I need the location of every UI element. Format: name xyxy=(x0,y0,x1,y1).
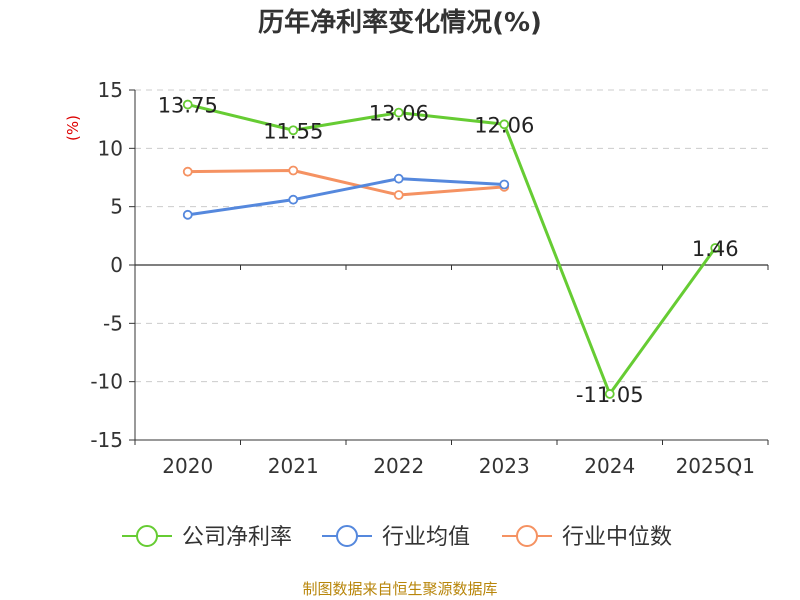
legend-label: 行业中位数 xyxy=(562,525,672,550)
x-tick-label: 2022 xyxy=(373,454,424,478)
data-labels: 13.75 11.55 13.06 12.06 -11.05 1.46 xyxy=(158,94,739,407)
series-line xyxy=(187,177,505,217)
y-tick-label: 0 xyxy=(110,253,123,277)
x-tick-label: 2025Q1 xyxy=(676,454,755,478)
source-note: 制图数据来自恒生聚源数据库 xyxy=(302,580,498,598)
data-point xyxy=(288,194,299,205)
data-point xyxy=(288,125,299,136)
data-label: 13.06 xyxy=(369,102,429,126)
y-tick-label: -5 xyxy=(103,311,123,335)
data-point xyxy=(393,107,404,118)
data-point xyxy=(499,119,510,130)
data-point xyxy=(182,99,193,110)
data-point xyxy=(288,165,299,176)
data-point xyxy=(182,166,193,177)
x-tick-label: 2021 xyxy=(268,454,319,478)
legend-label: 行业均值 xyxy=(382,525,470,550)
legend-marker xyxy=(136,525,158,547)
chart-title: 历年净利率变化情况(%) xyxy=(258,8,542,38)
y-axis-label: (%) xyxy=(64,115,82,141)
y-tick-label: -10 xyxy=(90,370,123,394)
data-point xyxy=(393,190,404,200)
series-lines xyxy=(182,99,721,399)
legend[interactable]: 公司净利率 行业均值 行业中位数 xyxy=(122,525,672,550)
legend-marker xyxy=(336,525,358,547)
legend-item[interactable]: 行业均值 xyxy=(322,525,470,550)
data-label: 12.06 xyxy=(474,113,534,137)
legend-item[interactable]: 行业中位数 xyxy=(502,525,672,550)
legend-item[interactable]: 公司净利率 xyxy=(122,525,292,550)
series-line xyxy=(187,169,505,197)
series-line xyxy=(187,103,717,396)
legend-marker xyxy=(516,525,538,547)
x-tick-label: 2023 xyxy=(479,454,530,478)
x-tick-label: 2020 xyxy=(162,454,213,478)
data-point xyxy=(182,209,193,220)
data-label: 1.46 xyxy=(692,237,739,261)
x-tick-label: 2024 xyxy=(584,454,635,478)
data-label: 13.75 xyxy=(158,94,218,118)
data-point xyxy=(710,243,721,253)
data-label: -11.05 xyxy=(576,383,644,407)
data-label: 11.55 xyxy=(263,119,323,143)
data-point xyxy=(499,179,510,190)
y-tick-label: 10 xyxy=(98,136,123,160)
y-tick-label: 5 xyxy=(110,195,123,219)
y-tick-label: 15 xyxy=(98,78,123,102)
data-point xyxy=(393,173,404,184)
legend-label: 公司净利率 xyxy=(182,525,292,550)
data-point xyxy=(604,389,615,399)
axes: 15 10 5 0 -5 -10 -15 (%) 2020 2021 2022 2023 2024 202… xyxy=(64,78,769,478)
y-tick-label: -15 xyxy=(90,428,123,452)
